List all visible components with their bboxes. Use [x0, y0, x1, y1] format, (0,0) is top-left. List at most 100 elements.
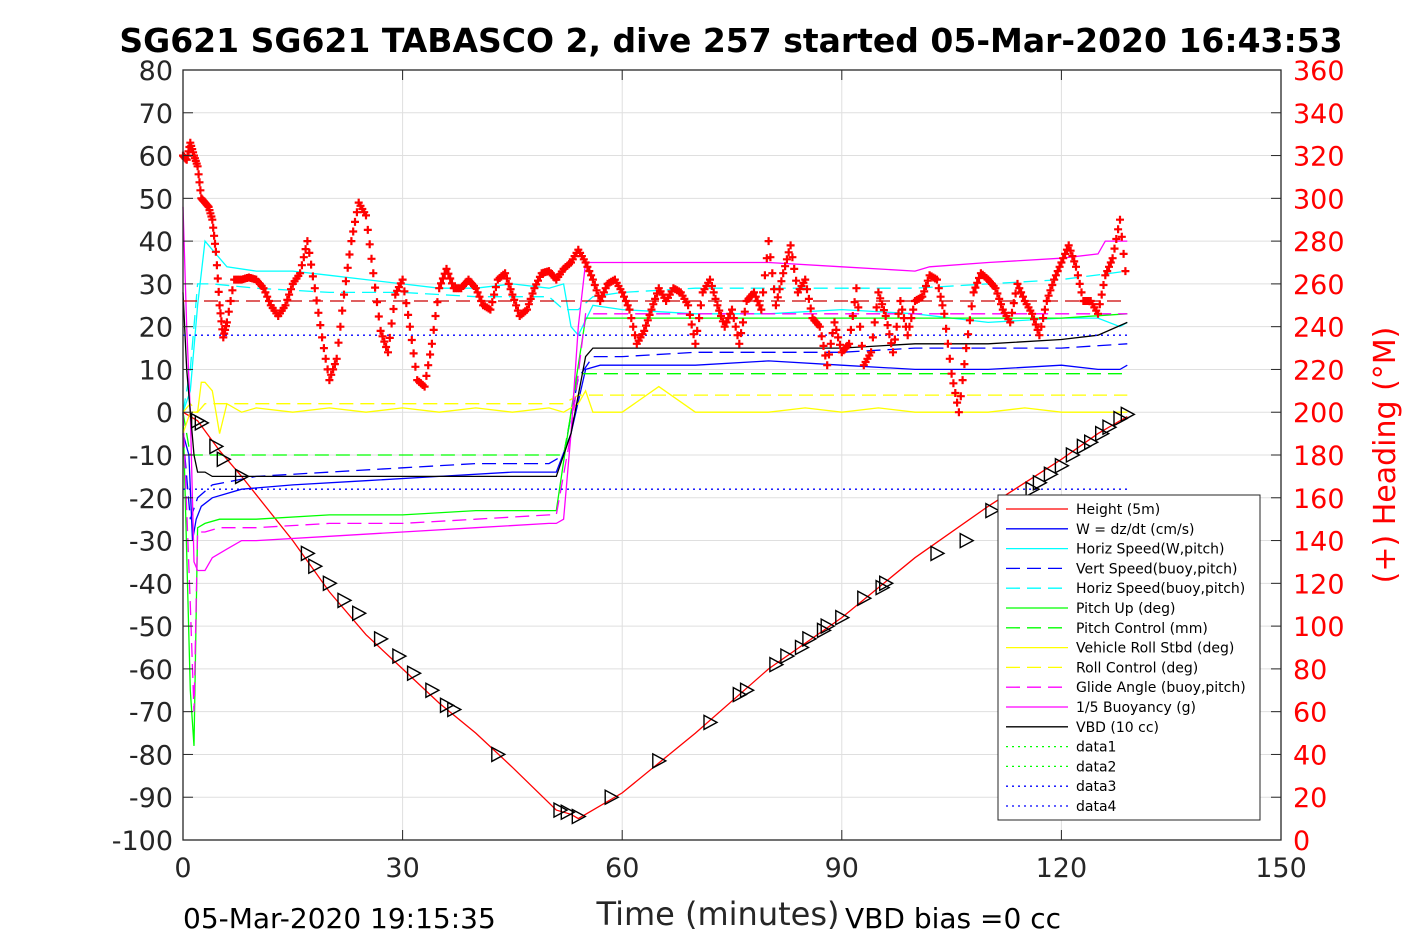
- heading-point: [299, 253, 308, 262]
- dive-marker: [1095, 425, 1111, 442]
- heading-point: [890, 335, 899, 344]
- heading-point: [830, 318, 839, 327]
- heading-point: [949, 379, 958, 388]
- y-right-tick-label: 360: [1293, 56, 1345, 87]
- heading-point: [376, 326, 385, 335]
- y-left-tick-label: 80: [139, 56, 173, 87]
- y-left-tick-label: -60: [129, 655, 173, 686]
- heading-point: [817, 332, 826, 341]
- dive-marker: [820, 617, 836, 635]
- heading-point: [757, 305, 766, 314]
- dive-marker: [1043, 466, 1059, 483]
- heading-point: [1031, 320, 1040, 329]
- dive-marker: [780, 647, 796, 665]
- heading-point: [193, 162, 202, 171]
- chart-title: SG621 SG621 TABASCO 2, dive 257 started …: [119, 21, 1342, 60]
- heading-point: [1051, 271, 1060, 280]
- heading-point: [491, 283, 500, 292]
- heading-point: [446, 274, 455, 283]
- heading-point: [709, 288, 718, 297]
- heading-point: [1009, 299, 1018, 308]
- heading-point: [909, 305, 918, 314]
- heading-point: [997, 300, 1005, 309]
- series-horiz-speed-w-pitch: [182, 239, 1128, 413]
- heading-point: [781, 262, 790, 271]
- y-left-tick-label: -90: [129, 783, 173, 814]
- y-right-tick-label: 100: [1293, 612, 1345, 643]
- y-left-tick-label: 50: [139, 184, 173, 215]
- series-height-5m: [182, 411, 1128, 820]
- heading-point: [211, 247, 220, 256]
- heading-point: [352, 208, 361, 217]
- heading-point: [934, 284, 943, 293]
- heading-point: [1112, 235, 1121, 243]
- heading-point: [210, 231, 219, 240]
- heading-point: [334, 338, 343, 347]
- heading-point: [892, 322, 901, 331]
- heading-point: [750, 288, 758, 297]
- heading-point: [590, 281, 599, 289]
- dive-marker: [794, 639, 810, 656]
- heading-point: [883, 321, 892, 330]
- heading-point: [881, 312, 890, 320]
- heading-point: [1048, 281, 1057, 289]
- heading-point: [618, 288, 627, 297]
- y-left-tick-label: -20: [129, 484, 173, 515]
- heading-point: [856, 322, 865, 331]
- footer-timestamp: 05-Mar-2020 19:15:35: [183, 902, 496, 935]
- heading-point: [216, 309, 225, 318]
- series-layer: [182, 206, 1128, 820]
- legend-label: 1/5 Buoyancy (g): [1076, 700, 1196, 716]
- heading-point: [1006, 318, 1015, 327]
- heading-point: [739, 318, 747, 327]
- heading-point: [1119, 249, 1128, 258]
- dive-marker: [447, 701, 463, 718]
- footer-vbd-bias: VBD bias =0 cc: [845, 902, 1061, 935]
- heading-point: [896, 297, 905, 305]
- heading-point: [1044, 291, 1053, 300]
- heading-point: [956, 392, 965, 401]
- series-glide-angle-buoy-pitch: [182, 313, 1128, 712]
- heading-point: [806, 304, 815, 313]
- y-right-tick-label: 40: [1293, 740, 1327, 771]
- series-horiz-speed-buoy-pitch: [182, 270, 1128, 413]
- heading-series: [179, 138, 1130, 417]
- dive-marker: [604, 789, 620, 806]
- heading-point: [601, 284, 610, 293]
- heading-point: [343, 263, 352, 272]
- legend-label: Roll Control (deg): [1076, 660, 1198, 676]
- heading-point: [651, 294, 660, 303]
- heading-point: [592, 286, 601, 295]
- heading-point: [903, 331, 912, 340]
- heading-point: [332, 354, 341, 363]
- heading-point: [627, 314, 636, 323]
- y-left-tick-label: 10: [139, 355, 173, 386]
- dive-marker: [1054, 457, 1070, 474]
- heading-point: [316, 321, 325, 330]
- heading-point: [340, 290, 348, 299]
- heading-point: [318, 333, 327, 342]
- y-right-tick-label: 240: [1293, 313, 1345, 344]
- tick-labels: 0 30 60 90 120 15080706050403020100-10-20-30-…: [112, 56, 1345, 884]
- heading-point: [347, 237, 356, 246]
- x-axis-label: Time (minutes): [596, 895, 840, 933]
- heading-point: [327, 370, 336, 379]
- series-vehicle-roll-stbd-deg: [182, 381, 1128, 434]
- heading-point: [433, 298, 442, 307]
- dive-marker: [732, 686, 748, 703]
- heading-point: [287, 285, 295, 294]
- heading-point: [973, 278, 982, 287]
- heading-point: [923, 276, 932, 285]
- heading-point: [1073, 271, 1082, 280]
- y-right-tick-label: 120: [1293, 569, 1345, 600]
- heading-point: [943, 339, 952, 348]
- heading-point: [345, 250, 354, 259]
- heading-point: [737, 329, 746, 338]
- heading-point: [341, 277, 350, 286]
- y-left-tick-label: 40: [139, 227, 173, 258]
- heading-point: [398, 275, 407, 284]
- heading-point: [962, 344, 971, 353]
- heading-point: [448, 279, 456, 288]
- heading-point: [426, 350, 435, 359]
- dive-marker: [209, 438, 225, 455]
